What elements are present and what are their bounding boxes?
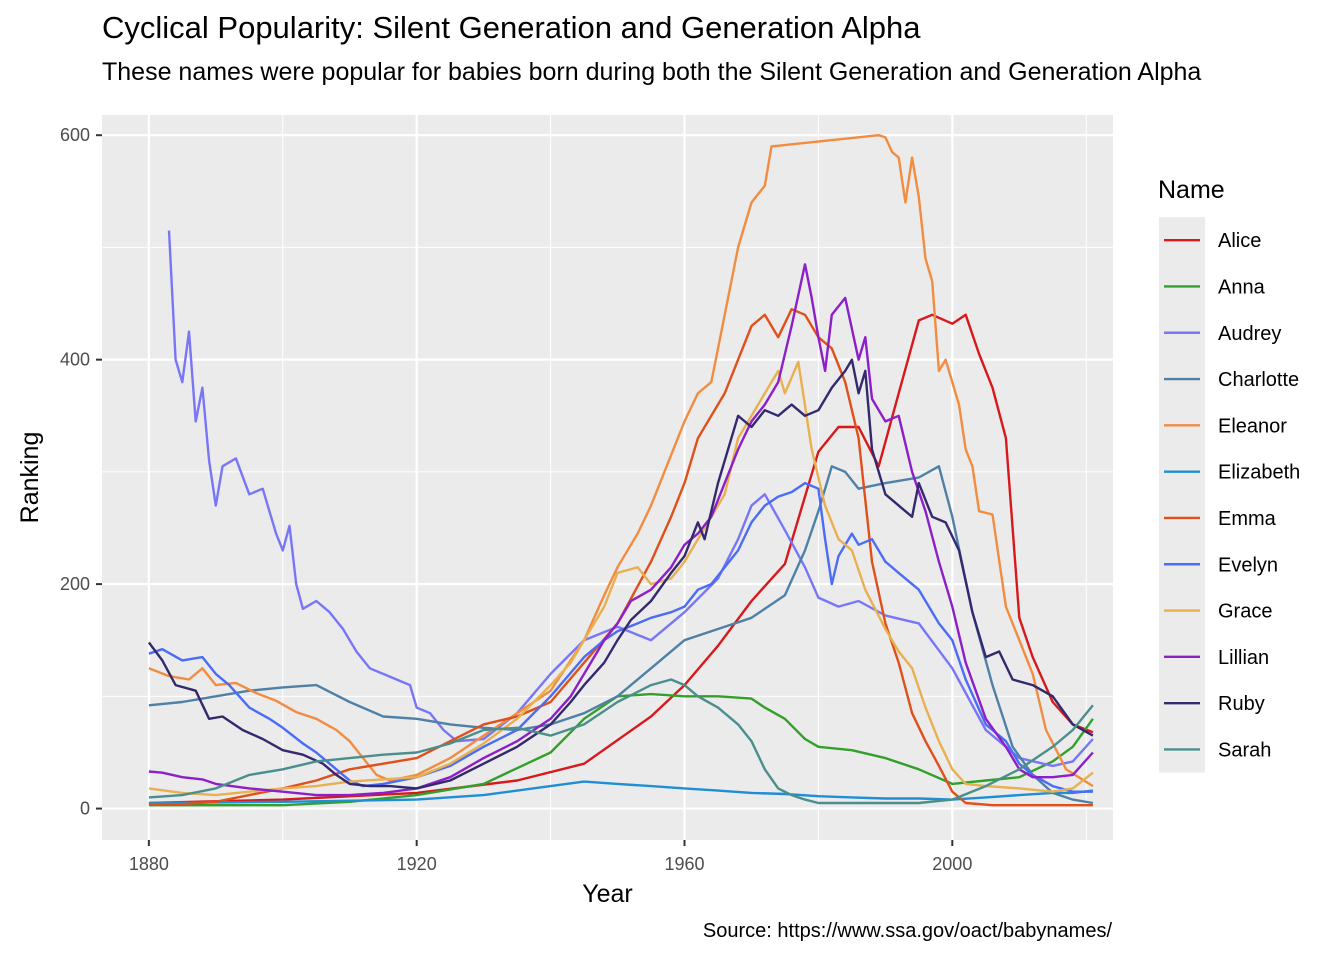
x-tick-label: 1960 [664, 854, 704, 874]
legend-label-eleanor: Eleanor [1218, 415, 1287, 437]
legend-label-emma: Emma [1218, 508, 1277, 530]
legend-label-alice: Alice [1218, 230, 1261, 252]
series-line-anna [148, 692, 1094, 807]
legend-label-charlotte: Charlotte [1218, 369, 1299, 391]
x-tick-label: 1920 [397, 854, 437, 874]
x-tick-label: 1880 [129, 854, 169, 874]
chart-subtitle: These names were popular for babies born… [102, 58, 1202, 86]
legend-label-elizabeth: Elizabeth [1218, 462, 1300, 484]
legend-label-sarah: Sarah [1218, 739, 1271, 761]
plot-panel [102, 115, 1113, 840]
legend-label-ruby: Ruby [1218, 693, 1265, 715]
series-line-sarah [148, 678, 1094, 805]
legend-label-grace: Grace [1218, 601, 1272, 623]
y-tick-label: 0 [80, 799, 90, 819]
series-line-audrey [167, 230, 1094, 768]
series-line-eleanor [148, 134, 1094, 788]
y-tick-label: 400 [60, 350, 90, 370]
legend-label-lillian: Lillian [1218, 647, 1269, 669]
legend-label-audrey: Audrey [1218, 323, 1281, 345]
y-axis-title: Ranking [16, 432, 44, 524]
series-line-alice [148, 313, 1094, 805]
legend-title: Name [1158, 176, 1225, 204]
series-line-evelyn [148, 481, 1093, 793]
series-line-emma [148, 308, 1093, 807]
chart-caption: Source: https://www.ssa.gov/oact/babynam… [702, 920, 1112, 942]
y-tick-label: 600 [60, 125, 90, 145]
legend-key-background [1159, 217, 1205, 773]
series-line-lillian [148, 263, 1094, 797]
legend-label-anna: Anna [1218, 276, 1266, 298]
y-tick-label: 200 [60, 574, 90, 594]
chart-title: Cyclical Popularity: Silent Generation a… [102, 10, 921, 45]
x-tick-label: 2000 [932, 854, 972, 874]
series-group [147, 134, 1094, 807]
series-line-elizabeth [148, 780, 1094, 805]
x-axis-title: Year [582, 880, 633, 908]
legend-label-evelyn: Evelyn [1218, 554, 1278, 576]
